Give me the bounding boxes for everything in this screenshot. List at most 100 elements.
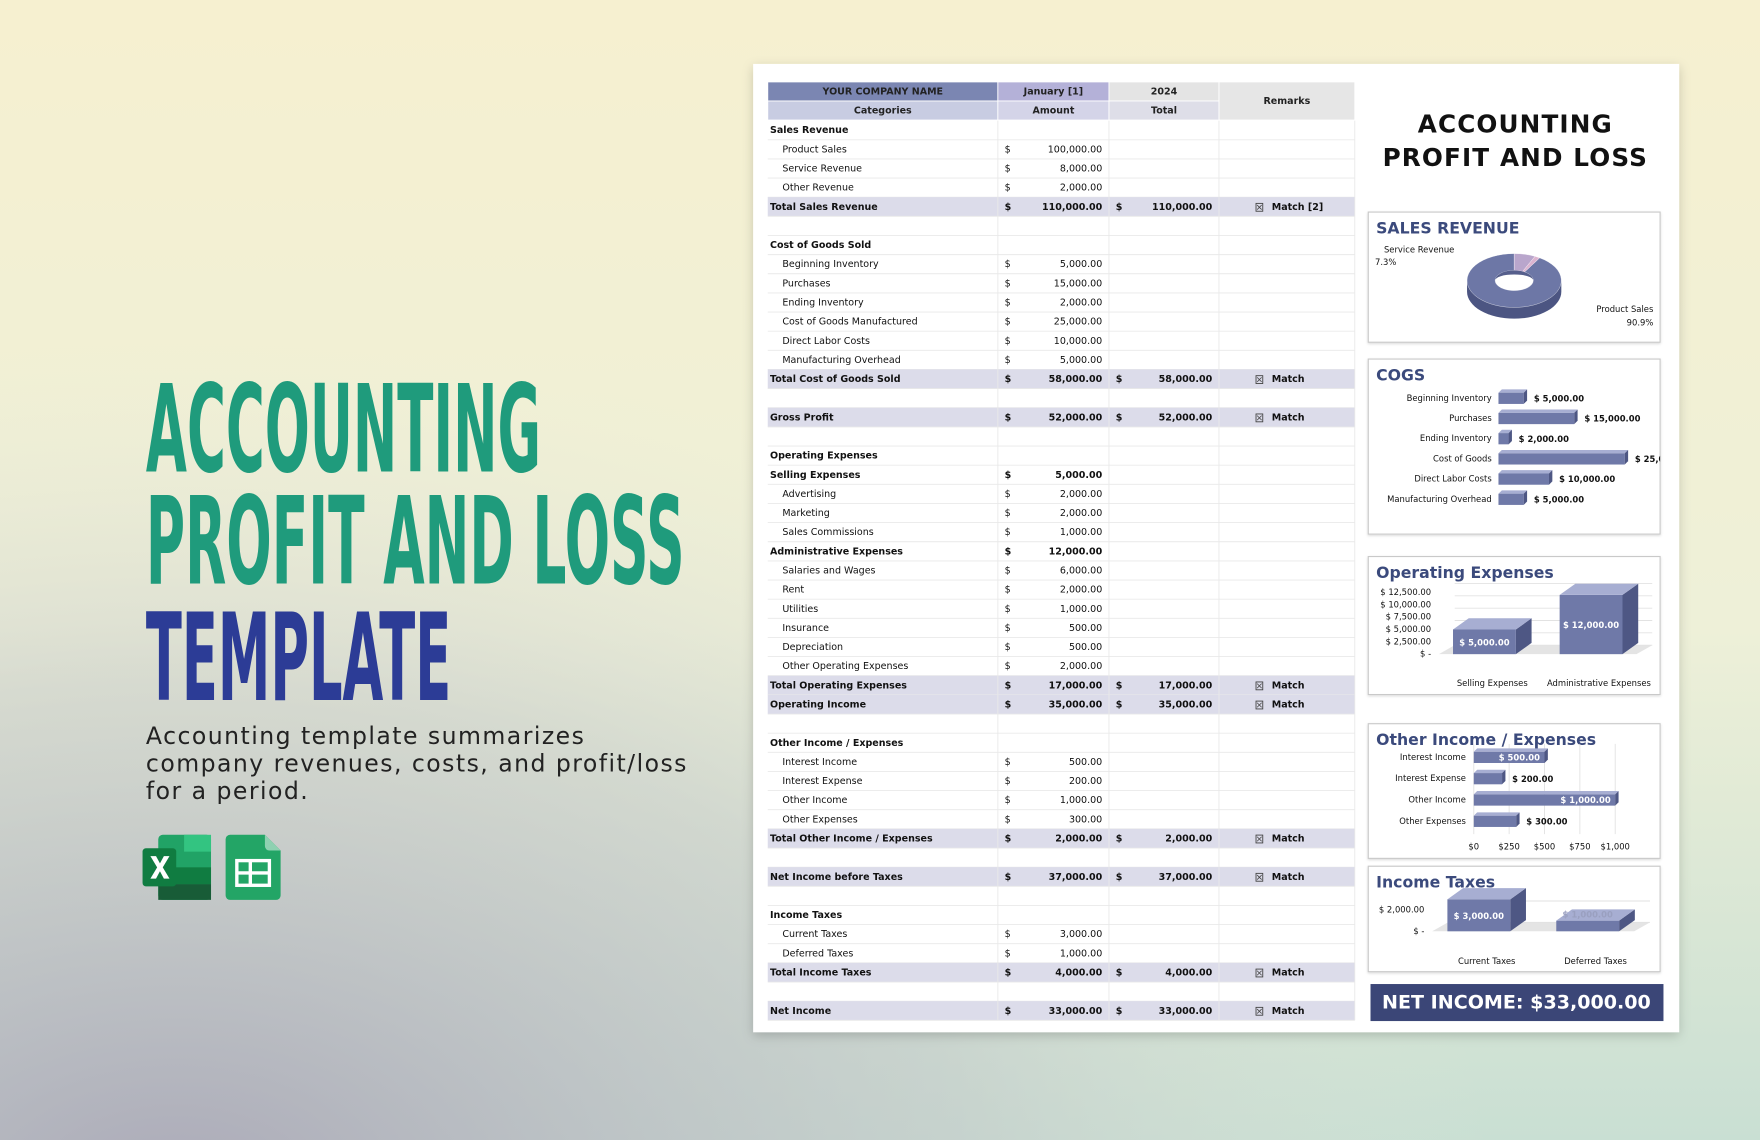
amount: 2,000.00 [1055,834,1102,845]
bar-top [1473,812,1520,816]
header-text: January [1] [1023,87,1083,98]
category-label: Current Taxes [1458,956,1515,966]
total-row-bg [767,675,1355,695]
header-cell [1108,100,1220,121]
row-label: Utilities [782,604,818,615]
category-label: Manufacturing Overhead [1387,494,1492,504]
amount: 3,000.00 [1060,929,1102,940]
y-tick-label: $ 10,000.00 [1380,599,1431,609]
bar-top [1473,791,1619,795]
currency-sign: $ [1005,183,1011,194]
row-label: Total Income Taxes [770,968,872,979]
net-income: NET INCOME: $33,000.00 [1382,992,1651,1014]
total-row-bg [767,867,1355,887]
bar [1498,433,1509,445]
chart: COGS Beginning Inventory $ 5,000.00 Purchas… [1376,365,1660,505]
bar-top [1498,389,1528,393]
bar-side [1516,812,1520,827]
row-label: Total Sales Revenue [770,202,878,213]
total-row-bg [767,407,1355,427]
header-text: Categories [854,106,912,117]
category-label: Other Income [1408,795,1465,805]
x-tick-label: $1,000 [1600,842,1629,852]
bar-side [1624,449,1629,465]
bar-side [1510,888,1526,932]
bar-side [1523,490,1528,505]
total: 35,000.00 [1159,700,1213,711]
y-tick-label: $ - [1413,926,1424,936]
bar-side [1619,909,1635,932]
y-tick-label: $ 7,500.00 [1386,612,1431,622]
value-label: $ 300.00 [1526,816,1567,826]
remark: Match [1272,1006,1305,1017]
chart-title: Operating Expenses [1376,563,1554,582]
currency-sign: $ [1005,566,1011,577]
chart-title: Income Taxes [1376,873,1495,892]
amount: 33,000.00 [1049,1006,1103,1017]
row-label: Income Taxes [770,910,842,921]
row-label: Total Other Income / Expenses [770,834,933,845]
check-mark [1256,836,1262,842]
dashboard-title: PROFIT AND LOSS [1383,143,1648,172]
donut-slice [1466,253,1562,308]
amount: 1,000.00 [1060,527,1102,538]
row-label: Other Income / Expenses [770,738,904,749]
amount: 25,000.00 [1054,317,1102,328]
pie-value-label: 90.9% [1627,318,1654,328]
bar [1498,412,1575,425]
x-tick-label: $0 [1468,842,1479,852]
row-label: Sales Revenue [770,125,848,136]
bar [1447,899,1511,932]
remark: Match [1272,968,1305,979]
total: 37,000.00 [1159,872,1213,883]
chart-title: COGS [1376,365,1425,384]
currency-sign: $ [1005,336,1011,347]
bar-top [1556,909,1635,921]
value-label: $ 10,000.00 [1559,474,1615,484]
currency-sign: $ [1005,795,1011,806]
total: 4,000.00 [1165,968,1212,979]
currency-sign: $ [1005,546,1012,557]
category-label: Other Expenses [1399,816,1466,826]
currency-sign: $ [1005,680,1012,691]
currency-sign: $ [1116,680,1123,691]
row-label: Purchases [782,278,830,289]
pie-value-label: 7.3% [1375,257,1396,267]
hero-title-line: PROFIT AND LOSS [146,470,685,612]
amount: 500.00 [1069,642,1102,653]
value-label: $ 1,000.00 [1560,795,1610,805]
currency-sign: $ [1005,757,1011,768]
amount: 17,000.00 [1049,680,1103,691]
chart: Income Taxes $ - $ 2,000.00 $ 3,000.00 Curre… [1376,873,1650,966]
bar-side [1622,583,1639,655]
amount: 6,000.00 [1060,566,1102,577]
currency-sign: $ [1005,661,1011,672]
currency-sign: $ [1005,776,1011,787]
check-box [1255,700,1264,710]
amount: 12,000.00 [1049,546,1103,557]
total: 17,000.00 [1159,680,1213,691]
row-label: Marketing [782,508,829,519]
bar [1498,473,1549,485]
total-row-bg [767,694,1355,715]
bar-top [1447,888,1526,900]
check-mark [1256,970,1262,976]
currency-sign: $ [1005,585,1011,596]
currency-sign: $ [1005,374,1012,385]
value-label: $ 200.00 [1512,774,1553,784]
row-label: Rent [782,585,804,596]
y-tick-label: $ 2,500.00 [1386,636,1431,646]
check-mark [1256,874,1262,880]
row-label: Current Taxes [782,929,847,940]
row-label: Net Income before Taxes [770,872,903,883]
amount: 10,000.00 [1054,336,1102,347]
check-box [1255,413,1264,423]
bar-top [1498,470,1553,474]
row-label: Beginning Inventory [782,259,879,270]
chart: SALES REVENUE Product Sales 90.9% Service R… [1375,218,1653,327]
currency-sign: $ [1005,872,1012,883]
bar [1453,629,1516,655]
row-label: Advertising [782,489,836,500]
value-label: $ 5,000.00 [1459,637,1509,647]
header-text: Total [1151,106,1177,117]
